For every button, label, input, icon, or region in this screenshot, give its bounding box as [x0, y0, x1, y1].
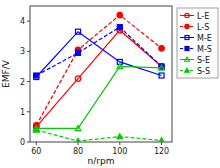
data-point [75, 76, 81, 82]
y-tick [27, 142, 30, 143]
legend-swatch-line [180, 15, 194, 16]
series [34, 27, 165, 129]
y-tick-label: 4 [20, 17, 25, 26]
series [33, 127, 164, 142]
series [33, 64, 164, 131]
legend-swatch-line [180, 59, 194, 60]
data-point [159, 46, 165, 52]
page: {"chart_data": {"type": "line", "x": [60… [0, 0, 220, 168]
data-point [159, 138, 165, 142]
y-tick-label: 1 [20, 108, 25, 117]
y-tick-label: 2 [20, 78, 25, 87]
y-axis: 0 1 2 3 4 [20, 17, 30, 147]
legend-label: S-S [197, 67, 210, 76]
legend-swatch-marker [185, 68, 190, 72]
legend-swatch-marker [185, 13, 189, 17]
x-tick-label: 60 [31, 147, 41, 156]
data-point [76, 50, 81, 55]
data-point [117, 64, 123, 69]
legend-swatch-line [180, 37, 194, 38]
legend-swatch-marker [185, 47, 189, 51]
y-tick-label: 3 [20, 47, 25, 56]
data-point [117, 134, 123, 139]
legend-swatch-marker [185, 36, 189, 40]
legend-label: L-S [197, 23, 209, 32]
x-tick-label: 100 [112, 147, 127, 156]
series-line [36, 27, 161, 75]
legend-label: L-E [197, 12, 209, 21]
data-point [117, 12, 123, 17]
series-line [36, 130, 161, 141]
legend-label: M-E [197, 34, 212, 43]
y-tick [27, 21, 30, 22]
data-point [33, 127, 39, 132]
legend: L-E L-S M-E M-S S-E S-S [177, 8, 218, 78]
data-point [34, 73, 39, 78]
x-tick [78, 142, 79, 145]
series-line [36, 66, 161, 128]
series [34, 29, 164, 79]
legend-label: S-E [197, 56, 210, 65]
legend-swatch-marker [185, 24, 189, 28]
data-point [75, 126, 81, 131]
x-tick-label: 80 [73, 147, 83, 156]
x-axis: 60 80 100 120 [31, 142, 169, 156]
plot-frame [30, 6, 172, 142]
data-point [159, 64, 165, 70]
y-tick [27, 51, 30, 52]
x-tick [161, 142, 162, 145]
y-tick [27, 111, 30, 112]
x-tick [36, 142, 37, 145]
series [34, 25, 164, 78]
series-line [36, 32, 161, 77]
data-point [75, 138, 81, 142]
y-axis-label: EMF/V [1, 59, 11, 88]
legend-label: M-S [197, 45, 212, 54]
plot-data [33, 12, 164, 142]
series-line [36, 15, 161, 125]
data-point [159, 65, 165, 70]
x-axis-label: n/rpm [88, 156, 115, 166]
legend-frame [177, 8, 218, 78]
data-point [117, 25, 122, 30]
x-tick [119, 142, 120, 145]
series [34, 12, 165, 128]
y-tick-label: 0 [20, 138, 25, 147]
series-line [36, 30, 161, 127]
data-point [76, 29, 81, 34]
chart: 60 80 100 120 0 1 2 3 4 n/rpm EMF/V L-E L-S M-E M-S S-E… [0, 0, 220, 168]
data-point [159, 73, 164, 78]
x-tick-label: 120 [154, 147, 169, 156]
legend-swatch-marker [185, 57, 190, 61]
y-tick [27, 81, 30, 82]
